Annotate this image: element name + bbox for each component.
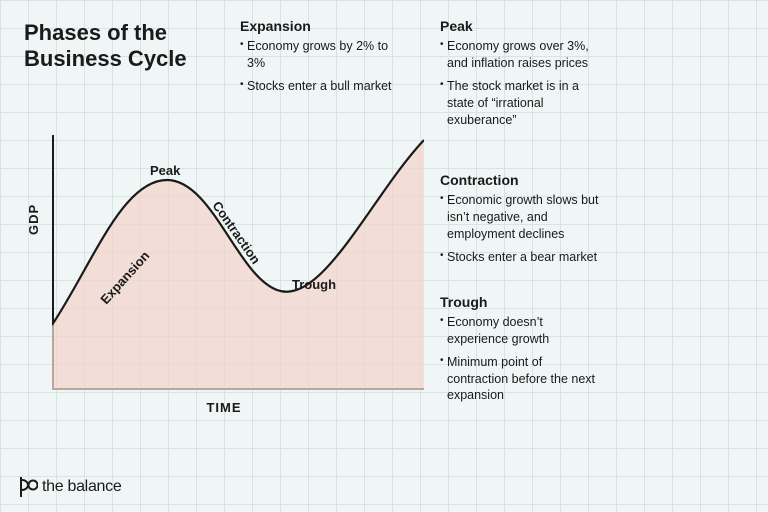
curve-svg <box>52 135 424 390</box>
chart-label-trough: Trough <box>292 277 336 292</box>
main-title: Phases of the Business Cycle <box>24 20 224 73</box>
y-axis-label: GDP <box>26 204 41 235</box>
definitions-col1: Expansion Economy grows by 2% to 3% Stoc… <box>240 18 400 113</box>
def-expansion: Expansion Economy grows by 2% to 3% Stoc… <box>240 18 400 95</box>
def-expansion-b0: Economy grows by 2% to 3% <box>240 38 400 72</box>
definitions-col2: Peak Economy grows over 3%, and inflatio… <box>440 18 605 422</box>
balance-logo-icon <box>18 476 38 498</box>
def-peak-title: Peak <box>440 18 605 34</box>
brand-logo: the balance <box>18 476 121 498</box>
def-contraction-b0: Economic growth slows but isn’t negative… <box>440 192 605 243</box>
def-contraction-b1: Stocks enter a bear market <box>440 249 605 266</box>
def-trough-b1: Minimum point of contraction before the … <box>440 354 605 405</box>
def-expansion-b1: Stocks enter a bull market <box>240 78 400 95</box>
area-fill <box>52 140 424 390</box>
business-cycle-chart: GDP Peak Expansion Contraction Trough TI… <box>24 135 424 415</box>
def-contraction-title: Contraction <box>440 172 605 188</box>
def-peak-b0: Economy grows over 3%, and inflation rai… <box>440 38 605 72</box>
def-trough: Trough Economy doesn’t experience growth… <box>440 294 605 404</box>
def-contraction: Contraction Economic growth slows but is… <box>440 172 605 266</box>
def-expansion-title: Expansion <box>240 18 400 34</box>
def-trough-title: Trough <box>440 294 605 310</box>
brand-logo-text: the balance <box>42 478 121 496</box>
x-axis-label: TIME <box>24 400 424 415</box>
def-trough-b0: Economy doesn’t experience growth <box>440 314 605 348</box>
chart-label-peak: Peak <box>150 163 180 178</box>
def-peak: Peak Economy grows over 3%, and inflatio… <box>440 18 605 128</box>
def-peak-b1: The stock market is in a state of “irrat… <box>440 78 605 129</box>
